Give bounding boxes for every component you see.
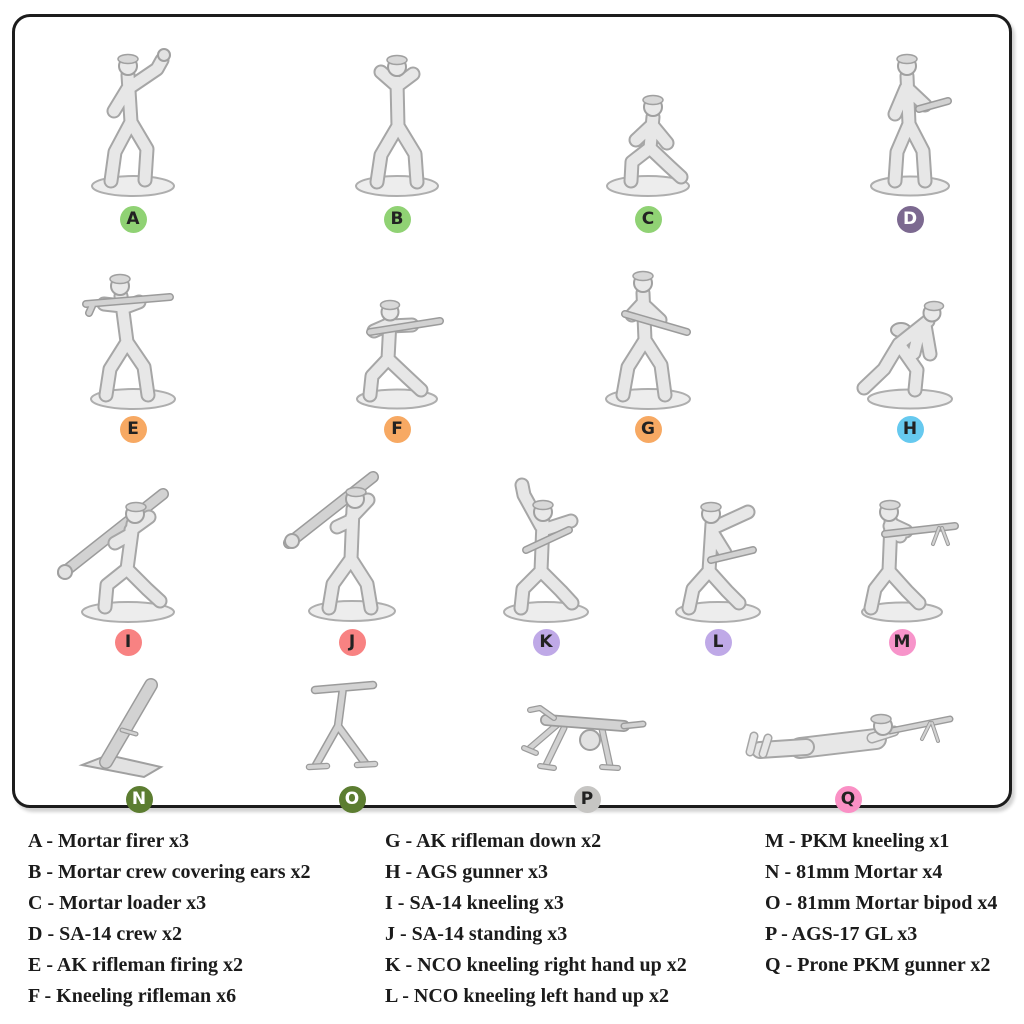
legend-item-j: J - SA-14 standing x3	[385, 923, 568, 945]
badge-F: F	[383, 416, 411, 443]
legend-item-h: H - AGS gunner x3	[385, 861, 548, 883]
badge-G: G	[634, 416, 662, 443]
badge-P: P	[573, 786, 601, 813]
legend-item-f: F - Kneeling rifleman x6	[28, 985, 237, 1007]
launcher-flare	[284, 533, 300, 549]
figure-cell-q: Q	[738, 668, 958, 813]
badge-C: C	[634, 206, 662, 233]
mortar-baseplate	[78, 753, 164, 779]
figure-base	[308, 600, 396, 622]
miniature-kneeling-rifleman	[356, 299, 444, 410]
figure-cell-c: C	[573, 35, 723, 233]
figure-panel: A B C	[12, 14, 1012, 813]
miniature-ags-gunner	[856, 300, 953, 410]
legend-item-n: N - 81mm Mortar x4	[765, 861, 943, 883]
legend-item-g: G - AK rifleman down x2	[385, 830, 602, 852]
legend-column-3: M - PKM kneeling x1 N - 81mm Mortar x4 O…	[765, 831, 997, 986]
badge-Q: Q	[834, 786, 862, 813]
figure-cell-n: N	[64, 668, 214, 813]
badge-E: E	[119, 416, 147, 443]
legend-item-o: O - 81mm Mortar bipod x4	[765, 892, 998, 914]
figure-cell-k: K	[471, 463, 621, 656]
legend-item-l: L - NCO kneeling left hand up x2	[385, 985, 669, 1007]
legend-item-m: M - PKM kneeling x1	[765, 830, 950, 852]
badge-K: K	[532, 629, 560, 656]
figure-cell-i: I	[43, 463, 213, 656]
figure-cell-j: J	[267, 463, 437, 656]
figure-cell-l: L	[643, 463, 793, 656]
badge-I: I	[114, 629, 142, 656]
badge-M: M	[888, 629, 916, 656]
badge-O: O	[338, 786, 366, 813]
badge-L: L	[704, 629, 732, 656]
figure-base	[870, 175, 950, 197]
miniature-nco-kneeling-right-hand-up	[503, 477, 589, 623]
legend-item-e: E - AK rifleman firing x2	[28, 954, 243, 976]
figure-cell-b: B	[322, 35, 472, 233]
legend-item-i: I - SA-14 kneeling x3	[385, 892, 564, 914]
figure-cell-g: G	[573, 250, 723, 443]
figure-cell-o: O	[277, 668, 427, 813]
miniature-pkm-kneeling	[861, 499, 959, 623]
miniature-sa-14-standing	[283, 471, 396, 622]
miniature-prone-pkm-gunner	[745, 713, 954, 759]
badge-N: N	[125, 786, 153, 813]
miniature-mortar-loader	[606, 94, 690, 197]
miniature-mortar-firer	[91, 48, 175, 197]
miniature-sa-14-kneeling	[57, 488, 175, 623]
miniature-mortar-crew-covering-ears	[355, 54, 439, 197]
legend-item-q: Q - Prone PKM gunner x2	[765, 954, 991, 976]
legend-column-2: G - AK rifleman down x2 H - AGS gunner x…	[385, 831, 687, 1017]
legend-item-b: B - Mortar crew covering ears x2	[28, 861, 311, 883]
legend-column-1: A - Mortar firer x3 B - Mortar crew cove…	[28, 831, 311, 1017]
miniature-sa-14-crew	[870, 53, 952, 197]
ammo-drum	[579, 729, 601, 751]
legend-item-a: A - Mortar firer x3	[28, 830, 190, 852]
legend-item-d: D - SA-14 crew x2	[28, 923, 183, 945]
legend-item-k: K - NCO kneeling right hand up x2	[385, 954, 687, 976]
figure-cell-f: F	[322, 250, 472, 443]
miniature-81mm-mortar-bipod	[305, 680, 379, 771]
figure-cell-m: M	[827, 463, 977, 656]
badge-H: H	[896, 416, 924, 443]
badge-J: J	[338, 629, 366, 656]
badge-A: A	[119, 206, 147, 233]
miniature-ags-17-gl	[521, 705, 647, 771]
miniature-ak-rifleman-down	[605, 270, 691, 410]
mortar-round	[157, 48, 171, 62]
badge-B: B	[383, 206, 411, 233]
launcher-flare	[57, 564, 73, 580]
miniature-nco-kneeling-left-hand-up	[675, 501, 761, 623]
miniature-ak-rifleman-firing	[82, 273, 176, 410]
figure-cell-e: E	[58, 250, 208, 443]
legend-item-c: C - Mortar loader x3	[28, 892, 207, 914]
miniature-81mm-mortar	[78, 678, 164, 779]
legend-item-p: P - AGS-17 GL x3	[765, 923, 918, 945]
figure-cell-p: P	[502, 668, 672, 813]
figure-cell-a: A	[58, 35, 208, 233]
figure-cell-d: D	[835, 35, 985, 233]
figure-base	[355, 175, 439, 197]
figure-cell-h: H	[835, 250, 985, 443]
badge-D: D	[896, 206, 924, 233]
